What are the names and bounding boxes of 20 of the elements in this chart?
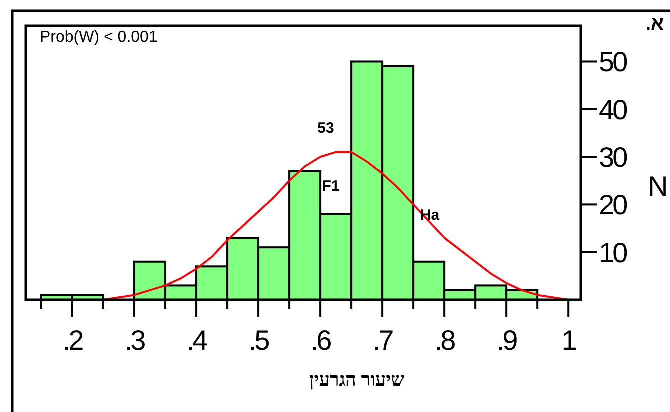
y-tick-label: 20 — [599, 190, 628, 221]
y-tick-label: 40 — [599, 94, 628, 126]
y-tick-label: 30 — [599, 142, 628, 174]
x-tick-label: .9 — [496, 325, 518, 356]
x-tick-label: .5 — [248, 325, 270, 356]
annotation: Prob(W) < 0.001 — [40, 29, 158, 46]
x-tick-label: .3 — [124, 325, 146, 356]
x-tick-label: .4 — [186, 325, 208, 356]
annotation: F1 — [322, 178, 340, 195]
x-tick-label: .6 — [310, 325, 332, 356]
y-axis-title: N — [648, 171, 668, 202]
annotation: 53 — [318, 120, 334, 137]
x-tick-label: .8 — [434, 325, 456, 356]
title: א. — [646, 14, 664, 35]
x-tick-label: .2 — [62, 325, 84, 356]
y-tick-label: 50 — [599, 46, 628, 78]
x-tick-label: 1 — [562, 325, 577, 356]
x-axis-title: שיעור הגרעין — [309, 370, 405, 391]
y-tick-label: 10 — [599, 237, 628, 268]
x-tick-label: .7 — [372, 325, 394, 356]
